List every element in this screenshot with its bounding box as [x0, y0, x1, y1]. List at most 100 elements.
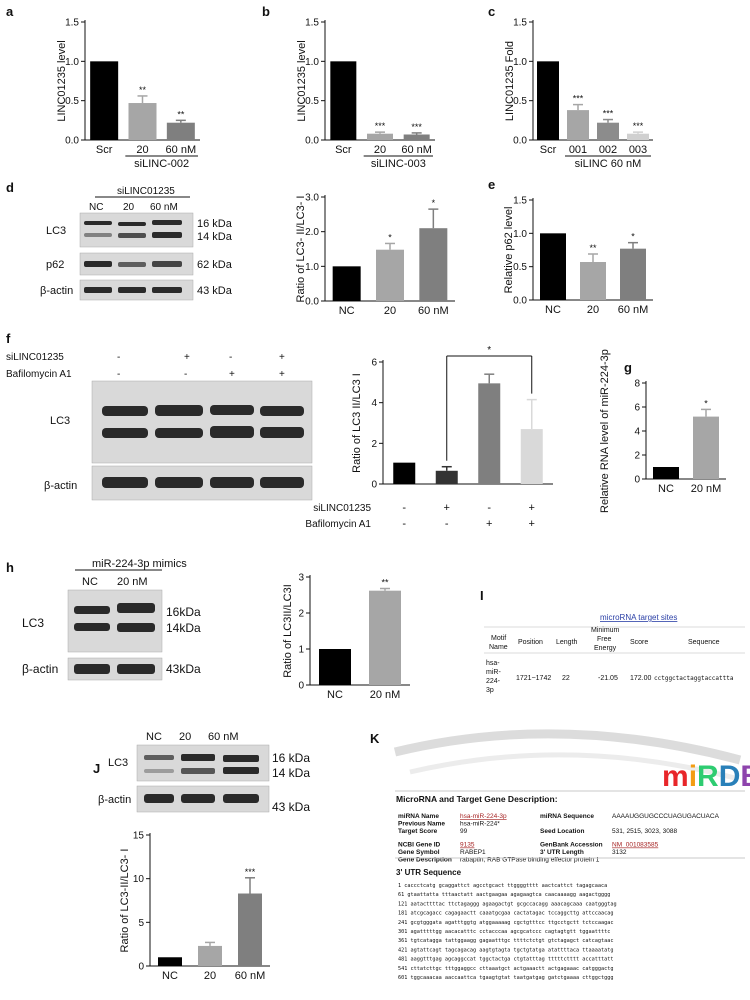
utr-line: 481 aaggtttgag agcaggccat tggctactga ctg… [398, 957, 614, 963]
target-table: microRNA target sites Motif Name Position… [484, 613, 745, 694]
field-value[interactable]: hsa-miR-224-3p [460, 813, 507, 820]
x-tick-label: 20 [384, 305, 396, 317]
logo-letter: m [662, 760, 689, 793]
blot-h-lc3-band [74, 606, 110, 614]
chart-g: 0 2 4 6 8 Relative RNA level of miR-224-3p NC *… [599, 349, 726, 513]
mirdb-swoosh [409, 752, 736, 781]
blot-h: miR-224-3p mimics NC 20 nM LC3 β-actin 1… [22, 558, 201, 681]
blot-h-lane-1: NC [82, 576, 98, 588]
blot-d-actin-band [84, 287, 112, 293]
y-axis-label: LINC01235 level [296, 40, 308, 121]
field-key: Seed Location [540, 828, 584, 835]
blot-d-lc3-band [152, 232, 182, 238]
chart-f: 0 2 4 6 Ratio of LC3 II/LC3 I * siLINC01235 Baf… [305, 345, 553, 530]
table-header-position: Position [518, 639, 543, 646]
blot-d-size-14: 14 kDa [197, 231, 233, 243]
field-value: 531, 2515, 3023, 3088 [612, 828, 677, 835]
blot-j-lc3-band [223, 767, 259, 774]
blot-j-lc3-band [181, 754, 215, 761]
y-tick-label: 1.5 [65, 18, 79, 29]
significance-label: *** [245, 867, 256, 877]
logo-letter: i [689, 760, 697, 793]
blot-f-lc3-band [210, 405, 254, 415]
table-row-position: 1721~1742 [516, 675, 551, 682]
bar [620, 248, 646, 300]
x-tick-label: NC [327, 689, 343, 701]
blot-f-lc3-band [102, 428, 148, 438]
table-header-length: Length [556, 639, 578, 646]
table-header-motif: Motif Name [489, 635, 508, 651]
blot-j-lc3-band [144, 755, 174, 760]
bar [367, 133, 393, 140]
x-tick-label: 60 nM [235, 970, 266, 982]
significance-label: * [432, 198, 436, 208]
bar [128, 103, 157, 140]
blot-h-lc3-membrane [67, 589, 163, 653]
utr-line: 181 atcgcagacc cagagaactt caaatgcgaa cac… [398, 911, 614, 917]
y-tick-label: 0.0 [65, 136, 79, 147]
field-key: miRNA Sequence [540, 813, 594, 820]
significance-label: * [631, 232, 635, 242]
bar [393, 462, 416, 484]
blot-j-row-actin: β-actin [98, 794, 131, 806]
group-label: siLINC-002 [134, 158, 189, 170]
blot-d: siLINC01235 NC 20 60 nM LC3 p62 β-actin … [40, 186, 233, 301]
table-header-score: Score [630, 639, 648, 646]
blot-f-lc3-band [155, 428, 203, 438]
mirdb-logo: miRDB [662, 760, 750, 793]
blot-f: siLINC01235 Bafilomycin A1 - + - + - - +… [6, 352, 313, 501]
blot-d-size-16: 16 kDa [197, 218, 233, 230]
significance-label: ** [381, 578, 389, 588]
y-tick-label: 1.0 [513, 229, 527, 240]
utr-line: 601 tggcaaacaa aaccaattca tgaagtgtat taa… [398, 975, 614, 981]
bar [520, 429, 543, 484]
y-tick-label: 1 [298, 645, 304, 656]
blot-d-lc3-band [84, 233, 112, 237]
bar [580, 262, 606, 300]
x-tick-label: 20 [374, 144, 386, 156]
x-tick-label: 003 [629, 144, 647, 156]
field-value: RABEP1 [460, 849, 486, 856]
y-tick-label: 1.0 [65, 57, 79, 68]
y-tick-label: 0.0 [513, 296, 527, 307]
y-tick-label: 0 [634, 475, 640, 486]
blot-j-lc3-band [181, 768, 215, 774]
blot-h-lc3-band [74, 623, 110, 631]
blot-d-size-62: 62 kDa [197, 259, 233, 271]
panel-label-b: b [262, 4, 270, 19]
condition-mark: - [402, 502, 406, 514]
blot-f-actin-band [260, 477, 304, 488]
blot-h-header: miR-224-3p mimics [92, 558, 187, 570]
x-tick-label: NC [545, 304, 561, 316]
blot-h-size-16: 16kDa [166, 605, 201, 619]
y-tick-label: 1.5 [513, 196, 527, 207]
blot-h-size-43: 43kDa [166, 662, 201, 676]
y-tick-label: 0 [371, 480, 377, 491]
field-value[interactable]: 9135 [460, 842, 475, 849]
blot-h-row-actin: β-actin [22, 662, 58, 676]
group-label: siLINC 60 nM [575, 158, 642, 170]
x-tick-label: 20 [587, 304, 599, 316]
y-tick-label: 4 [634, 427, 640, 438]
blot-f-actin-band [155, 477, 203, 488]
y-tick-label: 0 [138, 962, 144, 973]
bar [238, 893, 262, 966]
blot-d-lc3-band [84, 221, 112, 225]
field-value: rabaptin, RAB GTPase binding effector pr… [460, 857, 600, 864]
field-value[interactable]: NM_001083585 [612, 842, 659, 849]
condition-row-label: Bafilomycin A1 [305, 519, 371, 530]
y-tick-label: 1.5 [513, 18, 527, 29]
bar [369, 590, 401, 685]
blot-j-size-16: 16 kDa [272, 751, 310, 765]
blot-f-row1-4: + [279, 352, 285, 363]
x-tick-label: 60 nM [618, 304, 649, 316]
x-tick-label: Scr [96, 144, 113, 156]
y-tick-label: 0.5 [513, 262, 527, 273]
blot-d-p62-band [152, 261, 182, 267]
panel-label-a: a [6, 4, 14, 19]
target-sites-link[interactable]: microRNA target sites [600, 613, 677, 622]
blot-f-lc3-band [260, 427, 304, 438]
